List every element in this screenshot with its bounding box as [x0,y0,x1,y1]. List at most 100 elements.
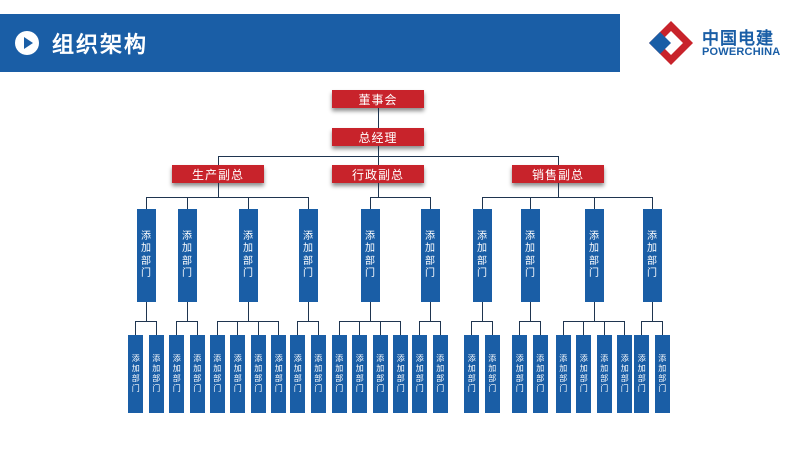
connector-sub-bus [176,321,198,322]
sub-department-box: 添加部门 [576,335,592,413]
connector-to-sub [176,321,178,335]
connector-to-sub [562,321,564,335]
connector-board-gm [377,108,379,128]
connector-to-sub [624,321,626,335]
connector-deputy-down [217,183,219,197]
connector-sub-bus [339,321,401,322]
sub-department-box: 添加部门 [555,335,571,413]
connector-dept-bus [482,197,652,198]
connector-dept-down [529,302,531,321]
connector-dept-down [145,302,147,321]
sub-department-box: 添加部门 [189,335,205,413]
sub-department-box: 添加部门 [209,335,225,413]
department-box: 添加部门 [520,209,540,302]
logo-text-cn: 中国电建 [702,29,774,49]
connector-dept-down [307,302,309,321]
connector-sub-bus [563,321,625,322]
header-bar [0,14,620,72]
sub-department-box: 添加部门 [464,335,480,413]
connector-dept-down [651,302,653,321]
connector-to-sub [583,321,585,335]
connector-dept-down [247,302,249,321]
connector-deputy-down [377,183,379,197]
connector-to-sub [439,321,441,335]
connector-to-sub [359,321,361,335]
connector-to-dept [369,197,371,209]
sub-department-box: 添加部门 [372,335,388,413]
sub-department-box: 添加部门 [331,335,347,413]
connector-to-sub [603,321,605,335]
connector-to-dept [186,197,188,209]
logo-text-en: POWERCHINA [702,46,781,58]
sub-department-box: 添加部门 [512,335,528,413]
connector-gm-down [377,146,379,156]
connector-to-sub [135,321,137,335]
connector-dept-bus [146,197,308,198]
sub-department-box: 添加部门 [352,335,368,413]
connector-to-sub [237,321,239,335]
connector-to-sub [471,321,473,335]
department-box: 添加部门 [472,209,492,302]
connector-to-sub [317,321,319,335]
sub-department-box: 添加部门 [148,335,164,413]
connector-to-dept [429,197,431,209]
connector-to-dept [145,197,147,209]
powerchina-logo-icon [649,21,693,65]
department-box: 添加部门 [136,209,156,302]
department-box: 添加部门 [360,209,380,302]
deputy-box-sales: 销售副总 [512,165,604,183]
sub-department-box: 添加部门 [310,335,326,413]
connector-sub-bus [519,321,541,322]
connector-dept-down [593,302,595,321]
connector-sub-bus [471,321,493,322]
play-circle-icon [15,31,39,55]
connector-sub-bus [135,321,157,322]
connector-to-sub [539,321,541,335]
sub-department-box: 添加部门 [532,335,548,413]
connector-to-sub [419,321,421,335]
connector-dept-down [369,302,371,321]
connector-to-sub [400,321,402,335]
department-box: 添加部门 [420,209,440,302]
sub-department-box: 添加部门 [393,335,409,413]
connector-dept-bus [370,197,430,198]
general-manager-box: 总经理 [332,128,424,146]
connector-to-dept [307,197,309,209]
department-box: 添加部门 [238,209,258,302]
sub-department-box: 添加部门 [596,335,612,413]
sub-department-box: 添加部门 [634,335,650,413]
department-box: 添加部门 [642,209,662,302]
sub-department-box: 添加部门 [169,335,185,413]
connector-to-deputy [217,156,219,165]
connector-to-dept [651,197,653,209]
connector-to-sub [338,321,340,335]
sub-department-box: 添加部门 [484,335,500,413]
connector-deputy-down [557,183,559,197]
sub-department-box: 添加部门 [271,335,287,413]
connector-to-sub [661,321,663,335]
sub-department-box: 添加部门 [412,335,428,413]
connector-to-sub [155,321,157,335]
connector-dept-down [429,302,431,321]
page-title: 组织架构 [52,32,149,58]
connector-to-dept [481,197,483,209]
department-box: 添加部门 [177,209,197,302]
connector-to-sub [216,321,218,335]
department-box: 添加部门 [298,209,318,302]
sub-department-box: 添加部门 [290,335,306,413]
connector-to-sub [641,321,643,335]
sub-department-box: 添加部门 [432,335,448,413]
connector-to-sub [379,321,381,335]
connector-to-deputy [557,156,559,165]
department-box: 添加部门 [584,209,604,302]
board-box: 董事会 [332,90,424,108]
deputy-box-admin: 行政副总 [332,165,424,183]
connector-to-dept [529,197,531,209]
connector-deputy-bus [218,156,558,157]
connector-dept-down [186,302,188,321]
connector-dept-down [481,302,483,321]
sub-department-box: 添加部门 [617,335,633,413]
connector-sub-bus [297,321,319,322]
sub-department-box: 添加部门 [654,335,670,413]
connector-to-sub [297,321,299,335]
